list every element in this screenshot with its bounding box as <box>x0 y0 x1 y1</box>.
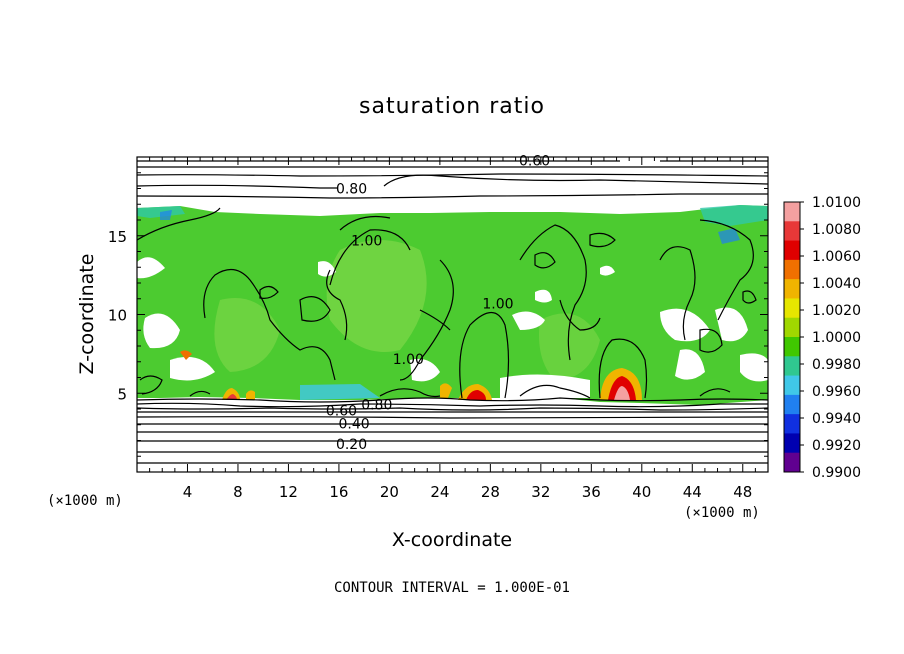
y-axis-label: Z-coordinate <box>76 254 98 375</box>
colorbar-label: 0.9920 <box>812 438 861 454</box>
plume-small <box>440 383 452 398</box>
colorbar-label: 1.0060 <box>812 249 861 265</box>
x-axis-label: X-coordinate <box>392 529 512 551</box>
x-tick-label: 12 <box>279 483 298 501</box>
colorbar-swatch <box>784 298 800 319</box>
colorbar: 1.0100 1.0080 1.0060 1.0040 1.0020 1.0000 0.99… <box>783 195 861 481</box>
contour-label: 0.80 <box>336 182 367 198</box>
plume-small <box>226 394 237 400</box>
colorbar-swatch <box>784 259 800 280</box>
plume-mid <box>466 390 486 400</box>
x-tick-label: 32 <box>531 483 550 501</box>
field-hole <box>740 353 768 382</box>
colorbar-swatch <box>784 337 800 357</box>
plume-high <box>614 386 630 400</box>
contour-label: 0.20 <box>336 437 367 453</box>
colorbar-swatch <box>784 221 800 242</box>
plume-small <box>246 390 255 400</box>
contour-label: 0.40 <box>338 416 369 432</box>
colorbar-label: 0.9940 <box>812 411 861 427</box>
x-tick-label: 44 <box>683 483 702 501</box>
contour-label: 0.60 <box>519 153 550 169</box>
supersaturation-field <box>137 205 768 405</box>
colorbar-swatch <box>784 375 800 396</box>
field-hole <box>600 265 615 276</box>
y-axis: 5 10 15 <box>108 172 768 457</box>
colorbar-swatch <box>784 414 800 434</box>
colorbar-swatch <box>784 317 800 338</box>
field-fringe-blue <box>718 228 740 244</box>
x-tick-label: 8 <box>233 483 243 501</box>
colorbar-label: 1.0020 <box>812 303 861 319</box>
field-fringe-blue <box>160 210 172 220</box>
colorbar-swatch <box>784 433 800 454</box>
x-tick-label: 36 <box>582 483 601 501</box>
field-hole <box>512 311 545 330</box>
field-patch-light <box>326 240 427 352</box>
field-hole <box>715 307 748 342</box>
colorbar-label: 0.9960 <box>812 384 861 400</box>
x-axis: 4 8 12 16 20 24 28 32 36 40 44 48 <box>149 157 756 501</box>
contour-label: 1.00 <box>351 234 382 250</box>
colorbar-swatch <box>784 452 800 473</box>
field-hole <box>143 313 180 349</box>
colorbar-label: 1.0040 <box>812 276 861 292</box>
field-hole <box>318 261 336 277</box>
contour-label: 1.00 <box>482 297 513 313</box>
colorbar-label: 1.0000 <box>812 330 861 346</box>
colorbar-swatch <box>784 394 800 415</box>
y-tick-label: 15 <box>108 228 127 246</box>
x-tick-label: 4 <box>183 483 193 501</box>
colorbar-swatch <box>784 202 800 222</box>
field-hole <box>675 349 705 380</box>
field-hole <box>500 374 590 398</box>
contour-label: 0.80 <box>361 397 392 413</box>
plot-field <box>136 157 769 472</box>
x-unit-label: (×1000 m) <box>684 505 760 521</box>
contour-label: 1.00 <box>393 352 424 368</box>
colorbar-label: 1.0100 <box>812 195 861 211</box>
field-hole <box>137 257 165 279</box>
upper-contours <box>136 160 769 199</box>
y-tick-label: 10 <box>108 307 127 325</box>
contour-label: 0.60 <box>326 404 357 420</box>
x-tick-label: 20 <box>380 483 399 501</box>
x-tick-label: 24 <box>430 483 449 501</box>
field-fringe-cyan <box>700 205 768 226</box>
x-tick-label: 40 <box>632 483 651 501</box>
colorbar-label: 0.9900 <box>812 465 861 481</box>
surface-contours <box>136 384 769 464</box>
colorbar-swatch <box>784 356 800 377</box>
colorbar-label: 1.0080 <box>812 222 861 238</box>
z-unit-label: (×1000 m) <box>47 493 123 509</box>
colorbar-label: 0.9980 <box>812 357 861 373</box>
field-hole <box>170 356 215 381</box>
colorbar-swatch <box>784 279 800 299</box>
field-patch-light <box>214 298 280 372</box>
x-tick-label: 28 <box>481 483 500 501</box>
contour-labels: 0.600.801.001.001.000.60 0.800.400.20 <box>326 153 550 453</box>
contour-interval-note: CONTOUR INTERVAL = 1.000E-01 <box>334 580 570 596</box>
x-tick-label: 16 <box>329 483 348 501</box>
x-tick-label: 48 <box>733 483 752 501</box>
field-contours <box>136 207 757 399</box>
plume-small <box>180 350 192 360</box>
field-fringe-cyan <box>300 384 380 400</box>
field-hole <box>535 289 552 303</box>
field-hole <box>660 308 710 342</box>
chart-title: saturation ratio <box>359 94 545 119</box>
y-tick-label: 5 <box>117 385 127 403</box>
colorbar-swatch <box>784 240 800 261</box>
